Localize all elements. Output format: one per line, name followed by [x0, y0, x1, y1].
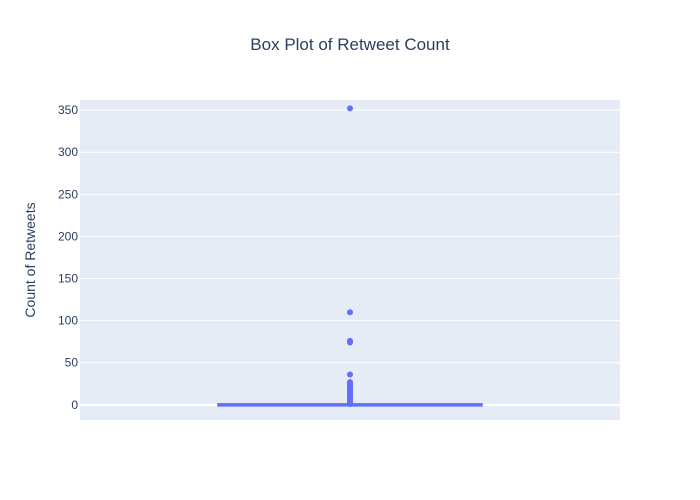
y-axis-ticks: 0 50 100 150 200 250 300 350 [58, 103, 78, 412]
y-tick-label-50: 50 [65, 356, 79, 370]
y-tick-label-0: 0 [71, 398, 78, 412]
y-tick-label-300: 300 [58, 145, 78, 159]
y-tick-label-150: 150 [58, 272, 78, 286]
y-tick-label-200: 200 [58, 229, 78, 243]
outlier-point-31[interactable] [347, 105, 353, 112]
chart-title: Box Plot of Retweet Count [250, 35, 450, 54]
outlier-point-27[interactable] [347, 371, 353, 378]
y-tick-label-100: 100 [58, 314, 78, 328]
gridlines [80, 109, 620, 406]
y-axis-title: Count of Retweets [22, 202, 38, 317]
outlier-point-30[interactable] [347, 309, 353, 316]
outlier-point-26[interactable] [347, 379, 353, 386]
outlier-point-29[interactable] [347, 337, 353, 344]
outlier-points[interactable] [347, 105, 353, 407]
plot-area [80, 100, 620, 420]
y-tick-label-250: 250 [58, 187, 78, 201]
y-tick-label-350: 350 [58, 103, 78, 117]
